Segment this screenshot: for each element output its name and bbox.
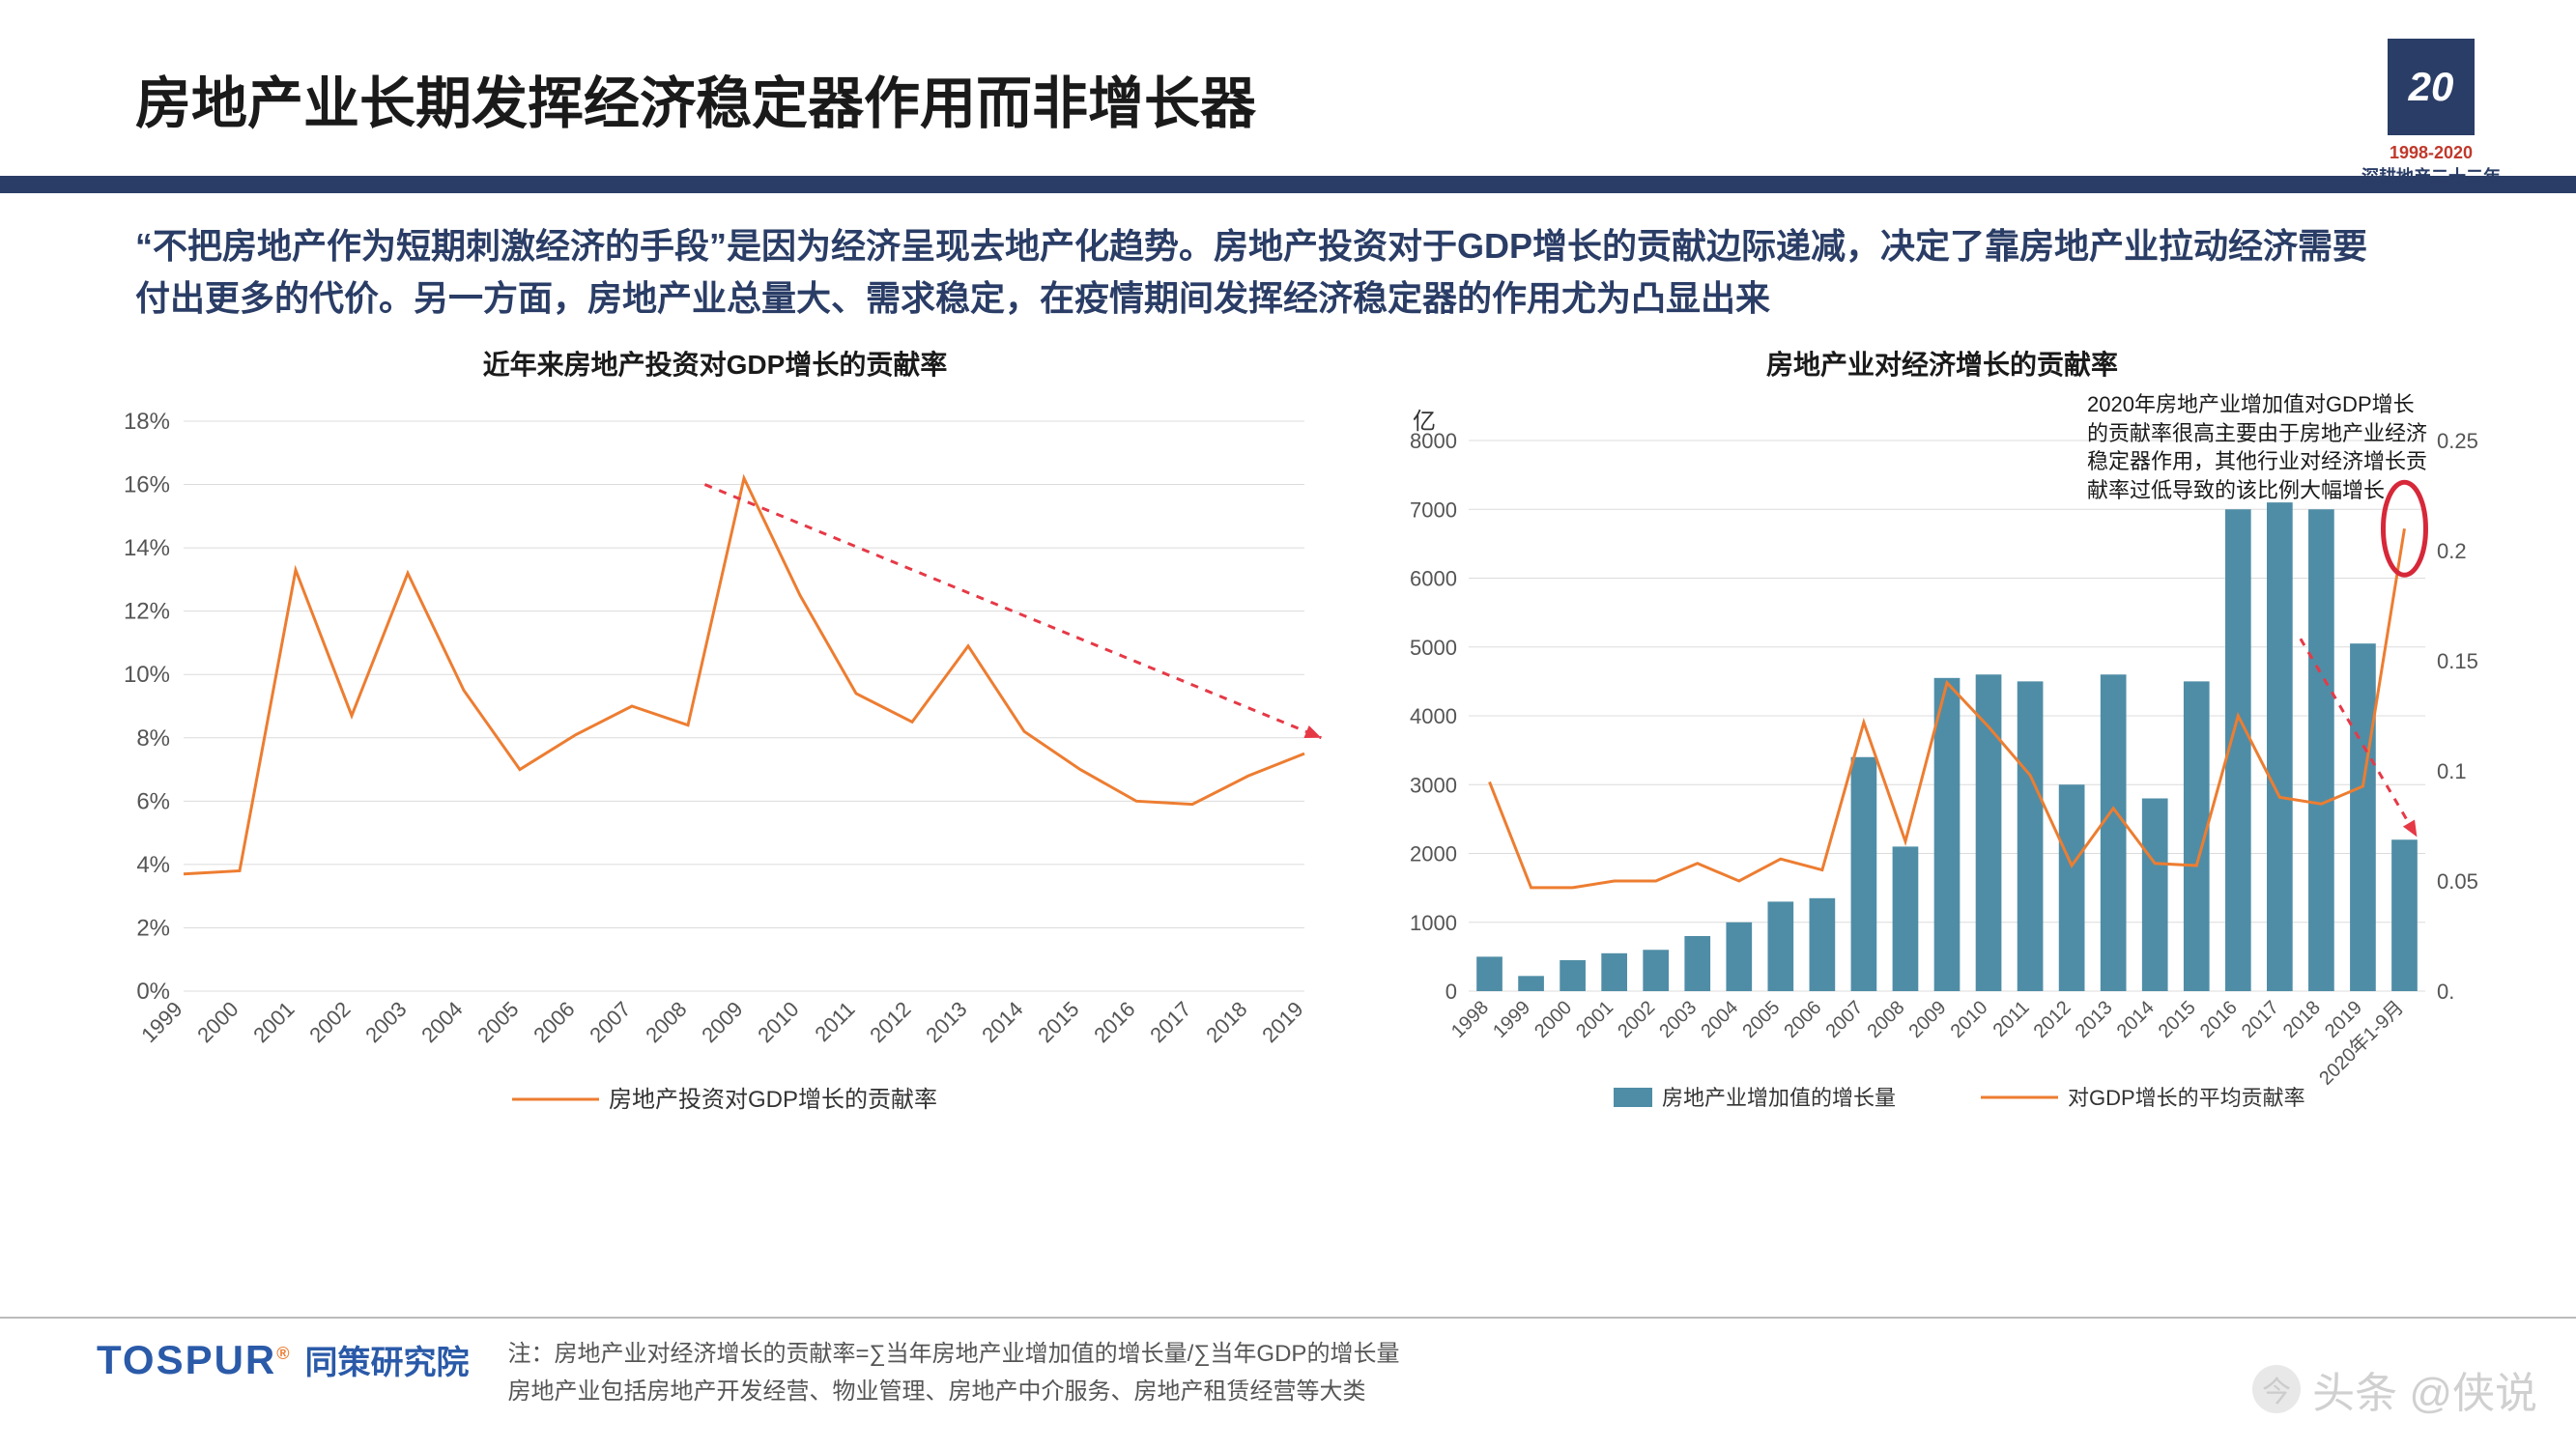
svg-text:6%: 6%: [136, 788, 170, 814]
svg-text:2005: 2005: [1738, 997, 1784, 1042]
svg-text:2016: 2016: [2196, 997, 2242, 1042]
title-divider: [0, 176, 2576, 193]
footnote-1: 注：房地产业对经济增长的贡献率=∑当年房地产业增加值的增长量/∑当年GDP的增长…: [508, 1336, 1400, 1373]
svg-text:2017: 2017: [2238, 997, 2283, 1042]
svg-text:2004: 2004: [416, 997, 467, 1047]
svg-text:6000: 6000: [1410, 567, 1457, 591]
svg-text:房地产投资对GDP增长的贡献率: 房地产投资对GDP增长的贡献率: [609, 1087, 937, 1113]
footnote-2: 房地产业包括房地产开发经营、物业管理、房地产中介服务、房地产租赁经营等大类: [508, 1374, 1400, 1410]
svg-text:2011: 2011: [810, 997, 859, 1046]
svg-text:5000: 5000: [1410, 636, 1457, 660]
svg-text:14%: 14%: [124, 535, 170, 561]
svg-text:3000: 3000: [1410, 773, 1457, 797]
logo-years: 1998-2020: [2344, 143, 2518, 163]
svg-text:1999: 1999: [1489, 997, 1534, 1042]
svg-text:0.2: 0.2: [2437, 539, 2467, 563]
svg-text:0.05: 0.05: [2437, 869, 2478, 894]
svg-text:1998: 1998: [1447, 997, 1493, 1042]
svg-text:0: 0: [1445, 980, 1457, 1004]
svg-text:2001: 2001: [248, 997, 299, 1047]
chart2-panel: 房地产业对经济增长的贡献率 2020年房地产业增加值对GDP增长的贡献率很高主要…: [1372, 344, 2512, 1136]
svg-text:2009: 2009: [697, 997, 747, 1047]
page-title: 房地产业长期发挥经济稳定器作用而非增长器: [135, 58, 2479, 139]
svg-text:2018: 2018: [2279, 997, 2325, 1042]
svg-text:2004: 2004: [1697, 997, 1742, 1042]
svg-text:2007: 2007: [585, 997, 635, 1047]
svg-text:2003: 2003: [1655, 997, 1701, 1042]
svg-text:2003: 2003: [360, 997, 411, 1047]
watermark-icon: 今: [2252, 1365, 2301, 1413]
svg-text:8%: 8%: [136, 725, 170, 752]
svg-text:2011: 2011: [1989, 997, 2034, 1041]
chart2-title: 房地产业对经济增长的贡献率: [1372, 344, 2512, 383]
svg-text:2000: 2000: [1410, 842, 1457, 867]
svg-text:2014: 2014: [977, 997, 1027, 1047]
svg-text:房地产业增加值的增长量: 房地产业增加值的增长量: [1662, 1086, 1896, 1110]
svg-text:2006: 2006: [1780, 997, 1825, 1042]
svg-text:2013: 2013: [921, 997, 971, 1047]
footer-logo-mark: TOSPUR®: [97, 1337, 292, 1383]
svg-text:2012: 2012: [2030, 997, 2075, 1042]
svg-text:16%: 16%: [124, 472, 170, 498]
svg-text:4000: 4000: [1410, 704, 1457, 728]
svg-text:2008: 2008: [1863, 997, 1908, 1042]
svg-text:2010: 2010: [1947, 997, 1992, 1042]
brand-logo: 20 1998-2020 深耕地产二十二年: [2344, 39, 2518, 188]
svg-text:2007: 2007: [1821, 997, 1867, 1042]
svg-text:2016: 2016: [1089, 997, 1139, 1047]
svg-text:2008: 2008: [641, 997, 691, 1047]
chart1-panel: 近年来房地产投资对GDP增长的贡献率 0%2%4%6%8%10%12%14%16…: [97, 344, 1333, 1136]
svg-text:7000: 7000: [1410, 497, 1457, 522]
watermark-text: 头条 @侠说: [2312, 1358, 2537, 1420]
svg-text:2015: 2015: [2155, 997, 2200, 1042]
svg-text:18%: 18%: [124, 409, 170, 435]
logo-text: 深耕地产二十二年: [2344, 163, 2518, 188]
svg-text:2002: 2002: [1614, 997, 1659, 1042]
chart1-title: 近年来房地产投资对GDP增长的贡献率: [97, 344, 1333, 383]
svg-text:10%: 10%: [124, 662, 170, 688]
svg-text:对GDP增长的平均贡献率: 对GDP增长的平均贡献率: [2068, 1086, 2305, 1110]
svg-text:2019: 2019: [1257, 997, 1307, 1047]
svg-text:2014: 2014: [2113, 997, 2159, 1042]
page-subtitle: “不把房地产作为短期刺激经济的手段”是因为经济呈现去地产化趋势。房地产投资对于G…: [0, 220, 2576, 325]
footer: TOSPUR® 同策研究院 注：房地产业对经济增长的贡献率=∑当年房地产业增加值…: [0, 1317, 2576, 1410]
svg-text:2000: 2000: [192, 997, 243, 1047]
watermark: 今 头条 @侠说: [2252, 1358, 2537, 1420]
svg-text:2001: 2001: [1572, 997, 1617, 1042]
svg-text:2000: 2000: [1531, 997, 1576, 1042]
chart1-svg: 0%2%4%6%8%10%12%14%16%18%199920002001200…: [97, 402, 1333, 1136]
svg-text:8000: 8000: [1410, 429, 1457, 453]
svg-text:2013: 2013: [2072, 997, 2117, 1042]
svg-text:2005: 2005: [472, 997, 523, 1047]
footer-logo-text: 同策研究院: [305, 1336, 470, 1383]
svg-text:2015: 2015: [1033, 997, 1083, 1047]
svg-text:2010: 2010: [753, 997, 803, 1047]
svg-text:2012: 2012: [865, 997, 915, 1047]
svg-text:2006: 2006: [529, 997, 579, 1047]
svg-text:2%: 2%: [136, 915, 170, 941]
svg-text:12%: 12%: [124, 599, 170, 625]
svg-text:0.1: 0.1: [2437, 759, 2467, 783]
svg-text:0.: 0.: [2437, 980, 2454, 1004]
svg-text:2009: 2009: [1905, 997, 1951, 1042]
svg-text:1000: 1000: [1410, 911, 1457, 935]
chart2-svg: 亿0100020003000400050006000700080000.0.05…: [1372, 402, 2512, 1136]
logo-mark: 20: [2388, 39, 2475, 135]
svg-text:2017: 2017: [1145, 997, 1195, 1047]
svg-text:2018: 2018: [1201, 997, 1251, 1047]
svg-text:0.15: 0.15: [2437, 649, 2478, 673]
svg-text:4%: 4%: [136, 852, 170, 878]
footer-logo: TOSPUR® 同策研究院: [97, 1336, 470, 1383]
svg-text:0.25: 0.25: [2437, 429, 2478, 453]
chart2-annotation: 2020年房地产业增加值对GDP增长的贡献率很高主要由于房地产业经济稳定器作用，…: [2087, 390, 2435, 505]
svg-text:2002: 2002: [304, 997, 355, 1047]
